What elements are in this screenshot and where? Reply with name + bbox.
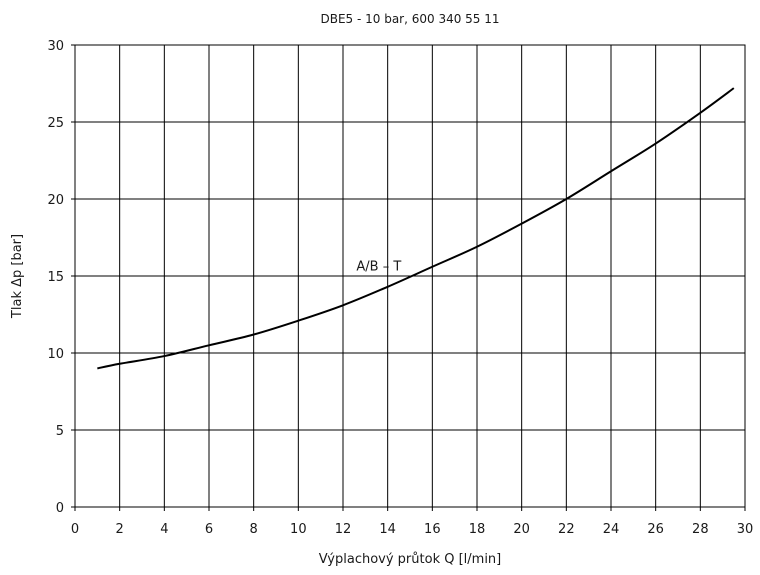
x-tick-label: 6 (205, 522, 213, 537)
x-tick-label: 18 (469, 522, 486, 537)
y-tick-label: 0 (56, 501, 64, 516)
x-tick-label: 4 (160, 522, 168, 537)
x-tick-label: 0 (71, 522, 79, 537)
y-tick-label: 10 (47, 347, 64, 362)
annotations: A/B – T (356, 260, 401, 275)
x-tick-label: 12 (335, 522, 352, 537)
series-line-ab-t (97, 87, 735, 370)
x-tick-label: 20 (513, 522, 530, 537)
y-axis-ticks: 0 5 10 15 20 25 30 (47, 39, 75, 516)
y-tick-label: 20 (47, 193, 64, 208)
x-tick-label: 2 (116, 522, 124, 537)
y-tick-label: 25 (47, 116, 64, 131)
x-tick-label: 30 (737, 522, 754, 537)
x-tick-label: 26 (647, 522, 664, 537)
y-axis-label: Tlak Δp [bar] (10, 234, 25, 319)
y-tick-label: 30 (47, 39, 64, 54)
x-tick-label: 16 (424, 522, 441, 537)
x-tick-label: 10 (290, 522, 307, 537)
x-tick-label: 8 (250, 522, 258, 537)
x-tick-label: 22 (558, 522, 575, 537)
x-axis-ticks: 0 2 4 6 8 10 12 14 16 18 20 22 24 26 28 30 (71, 507, 753, 537)
y-tick-label: 5 (56, 424, 64, 439)
x-axis-label: Výplachový průtok Q [l/min] (319, 552, 502, 567)
chart-title: DBE5 - 10 bar, 600 340 55 11 (320, 12, 499, 26)
x-tick-label: 14 (379, 522, 396, 537)
x-tick-label: 28 (692, 522, 709, 537)
series-group (97, 87, 735, 370)
curve-annotation-label: A/B – T (356, 260, 401, 275)
y-tick-label: 15 (47, 270, 64, 285)
x-tick-label: 24 (603, 522, 620, 537)
